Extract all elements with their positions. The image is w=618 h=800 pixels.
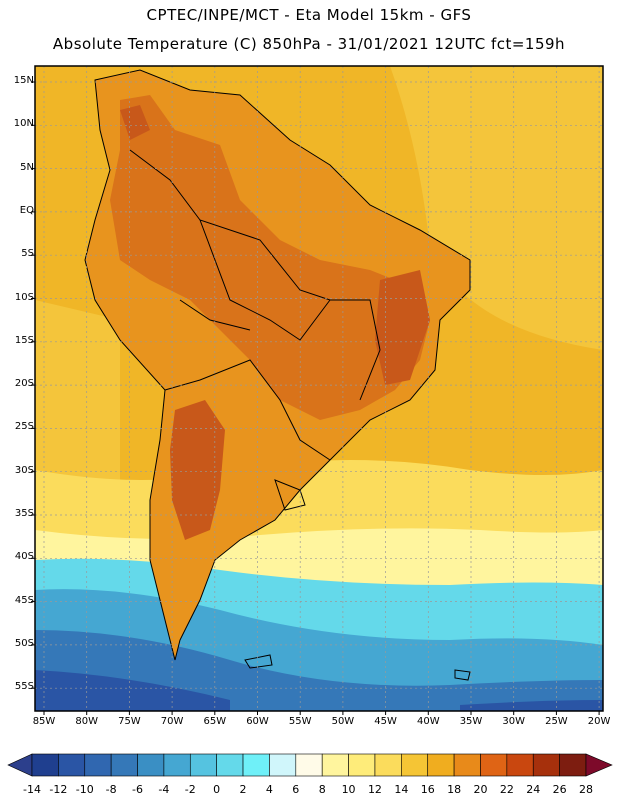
latitude-label: 30S — [14, 464, 34, 476]
title-line-1: CPTEC/INPE/MCT - Eta Model 15km - GFS — [146, 6, 472, 24]
colorbar-label: -12 — [49, 783, 68, 796]
longitude-label: 60W — [246, 716, 269, 727]
longitude-label: 75W — [118, 716, 141, 727]
colorbar-label: -8 — [105, 783, 117, 796]
colorbar-swatch — [110, 753, 138, 777]
colorbar-swatch — [348, 753, 376, 777]
longitude-label: 45W — [374, 716, 397, 727]
colorbar-label: 8 — [318, 783, 326, 796]
colorbar-label: 14 — [394, 783, 409, 796]
longitude-label: 80W — [75, 716, 98, 727]
temperature-field — [35, 66, 603, 711]
latitude-label: 15N — [13, 75, 34, 86]
longitude-label: 50W — [331, 716, 355, 727]
longitude-label: 40W — [416, 716, 440, 727]
colorbar-low-arrow — [7, 753, 33, 777]
longitude-label: 85W — [32, 716, 56, 727]
colorbar-label: 12 — [367, 783, 382, 796]
colorbar-swatch — [506, 753, 534, 777]
colorbar-label: 20 — [473, 783, 488, 796]
map-frame — [34, 65, 604, 712]
colorbar-swatch — [401, 753, 429, 777]
colorbar-swatch — [321, 753, 349, 777]
latitude-label: 50S — [14, 637, 34, 649]
latitude-label: 40S — [14, 551, 34, 563]
colorbar-label: 2 — [239, 783, 247, 796]
colorbar-label: -2 — [184, 783, 196, 796]
colorbar-swatch — [58, 753, 86, 777]
colorbar-label: -10 — [75, 783, 94, 796]
latitude-label: 5N — [20, 161, 34, 173]
colorbar-swatch — [374, 753, 402, 777]
colorbar-swatch — [242, 753, 270, 777]
longitude-label: 20W — [587, 716, 611, 727]
ocean-warm-zone — [35, 66, 603, 520]
colorbar-swatch — [84, 753, 112, 777]
title-line-2: Absolute Temperature (C) 850hPa - 31/01/… — [52, 35, 566, 53]
colorbar-high-arrow — [585, 753, 613, 777]
latitude-label: 10S — [14, 291, 34, 303]
latitude-label: EQ — [19, 204, 34, 216]
colorbar-swatch — [532, 753, 560, 777]
latitude-label: 20S — [14, 378, 34, 390]
latitude-label: 15S — [14, 334, 34, 346]
colorbar-label: -6 — [132, 783, 143, 796]
colorbar-label: 4 — [265, 783, 273, 796]
colorbar-swatch — [269, 753, 297, 777]
latitude-label: 5S — [21, 248, 34, 260]
colorbar-label: 18 — [447, 783, 462, 796]
axis-ticks — [31, 81, 600, 715]
colorbar-swatch — [189, 753, 217, 777]
colorbar-swatch — [295, 753, 323, 777]
latitude-label: 25S — [14, 421, 34, 433]
longitude-label: 30W — [502, 716, 525, 727]
colorbar-swatch — [31, 753, 59, 777]
colorbar-swatch — [216, 753, 244, 777]
colorbar-swatch — [137, 753, 165, 777]
colorbar-label: 6 — [292, 783, 300, 796]
colorbar-label: 0 — [213, 783, 221, 796]
longitude-label: 35W — [459, 716, 483, 727]
colorbar — [7, 753, 613, 777]
colorbar-label: 22 — [499, 783, 514, 796]
latitude-label: 10N — [13, 118, 34, 130]
colorbar-swatch — [480, 753, 508, 777]
colorbar-swatch — [163, 753, 191, 777]
cold-zone-4 — [35, 670, 603, 711]
longitude-label: 65W — [203, 716, 227, 727]
colorbar-swatch — [559, 753, 587, 777]
longitude-label: 70W — [160, 716, 184, 727]
latitude-label: 55S — [14, 681, 34, 693]
colorbar-label: 16 — [420, 783, 435, 796]
land-very-hot-zone — [120, 105, 430, 540]
colorbar-label: -14 — [23, 783, 41, 796]
colorbar-label: -4 — [158, 783, 170, 796]
colorbar-label: 24 — [526, 783, 541, 796]
colorbar-label: 10 — [341, 783, 356, 796]
coastlines — [84, 69, 471, 681]
colorbar-label: 26 — [552, 783, 567, 796]
latitude-label: 45S — [14, 594, 34, 606]
colorbar-label: 28 — [579, 783, 593, 796]
latitude-label: 35S — [14, 508, 34, 519]
colorbar-swatch — [453, 753, 481, 777]
colorbar-swatch — [427, 753, 455, 777]
land-hot-zone — [110, 95, 430, 420]
longitude-label: 55W — [288, 716, 312, 727]
longitude-label: 25W — [545, 716, 568, 727]
